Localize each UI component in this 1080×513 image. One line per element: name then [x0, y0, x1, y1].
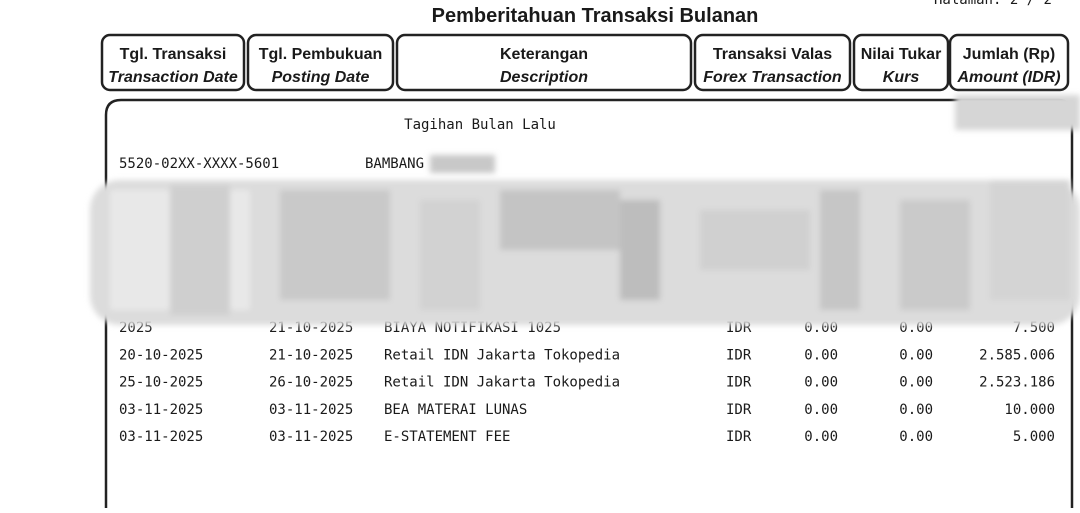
posting-date: 03-11-2025: [269, 429, 353, 445]
currency: IDR: [726, 347, 752, 363]
currency: IDR: [726, 375, 752, 391]
header-label-en: Kurs: [883, 69, 920, 86]
transaction-date: 20-10-2025: [119, 347, 203, 363]
amount: 2.523.186: [979, 375, 1055, 391]
posting-date: 21-10-2025: [269, 347, 353, 363]
header-label-en: Amount (IDR): [956, 69, 1060, 86]
header-label: Keterangan: [500, 46, 588, 63]
header-box: [100, 33, 246, 92]
header-box: [395, 33, 693, 92]
transaction-rows: 2025 21-10-2025 BIAYA NOTIFIKASI 1025 IDR 0.…: [119, 320, 1055, 445]
header-label-en: Forex Transaction: [703, 69, 842, 86]
transaction-date: 25-10-2025: [119, 375, 203, 391]
header-label: Tgl. Pembukuan: [259, 46, 383, 63]
amount: 2.585.006: [979, 347, 1055, 363]
exchange-rate: 0.00: [899, 375, 933, 391]
description: Retail IDN Jakarta Tokopedia: [384, 347, 620, 363]
header-label-en: Description: [500, 69, 588, 86]
header-box: [693, 33, 852, 92]
forex-amount: 0.00: [804, 429, 838, 445]
header-label: Tgl. Transaksi: [120, 46, 227, 63]
amount: 5.000: [1013, 429, 1055, 445]
currency: IDR: [726, 429, 752, 445]
header-label-en: Posting Date: [272, 69, 370, 86]
posting-date: 26-10-2025: [269, 375, 353, 391]
account-number: 5520-02XX-XXXX-5601: [119, 156, 279, 172]
forex-amount: 0.00: [804, 375, 838, 391]
transaction-date: 03-11-2025: [119, 402, 203, 418]
description: Retail IDN Jakarta Tokopedia: [384, 375, 620, 391]
header-box: [852, 33, 950, 92]
header-label-en: Transaction Date: [108, 69, 238, 86]
transaction-date: 03-11-2025: [119, 429, 203, 445]
header-box: [246, 33, 395, 92]
page-number: Halaman: 2 / 2: [934, 0, 1052, 8]
description: E-STATEMENT FEE: [384, 429, 510, 445]
header-label: Jumlah (Rp): [963, 46, 1055, 63]
header-box: [948, 33, 1070, 92]
forex-amount: 0.00: [804, 347, 838, 363]
title: Pemberitahuan Transaksi Bulanan: [432, 5, 759, 27]
column-headers: Tgl. Transaksi Transaction Date Tgl. Pembu…: [100, 33, 1070, 92]
account-name: BAMBANG: [365, 156, 424, 172]
section-title: Tagihan Bulan Lalu: [404, 117, 556, 133]
exchange-rate: 0.00: [899, 429, 933, 445]
currency: IDR: [726, 402, 752, 418]
header-label: Nilai Tukar: [861, 46, 942, 63]
redaction: [90, 95, 1080, 325]
forex-amount: 0.00: [804, 402, 838, 418]
amount: 10.000: [1004, 402, 1055, 418]
exchange-rate: 0.00: [899, 347, 933, 363]
exchange-rate: 0.00: [899, 402, 933, 418]
posting-date: 03-11-2025: [269, 402, 353, 418]
description: BEA MATERAI LUNAS: [384, 402, 527, 418]
header-label: Transaksi Valas: [713, 46, 832, 63]
